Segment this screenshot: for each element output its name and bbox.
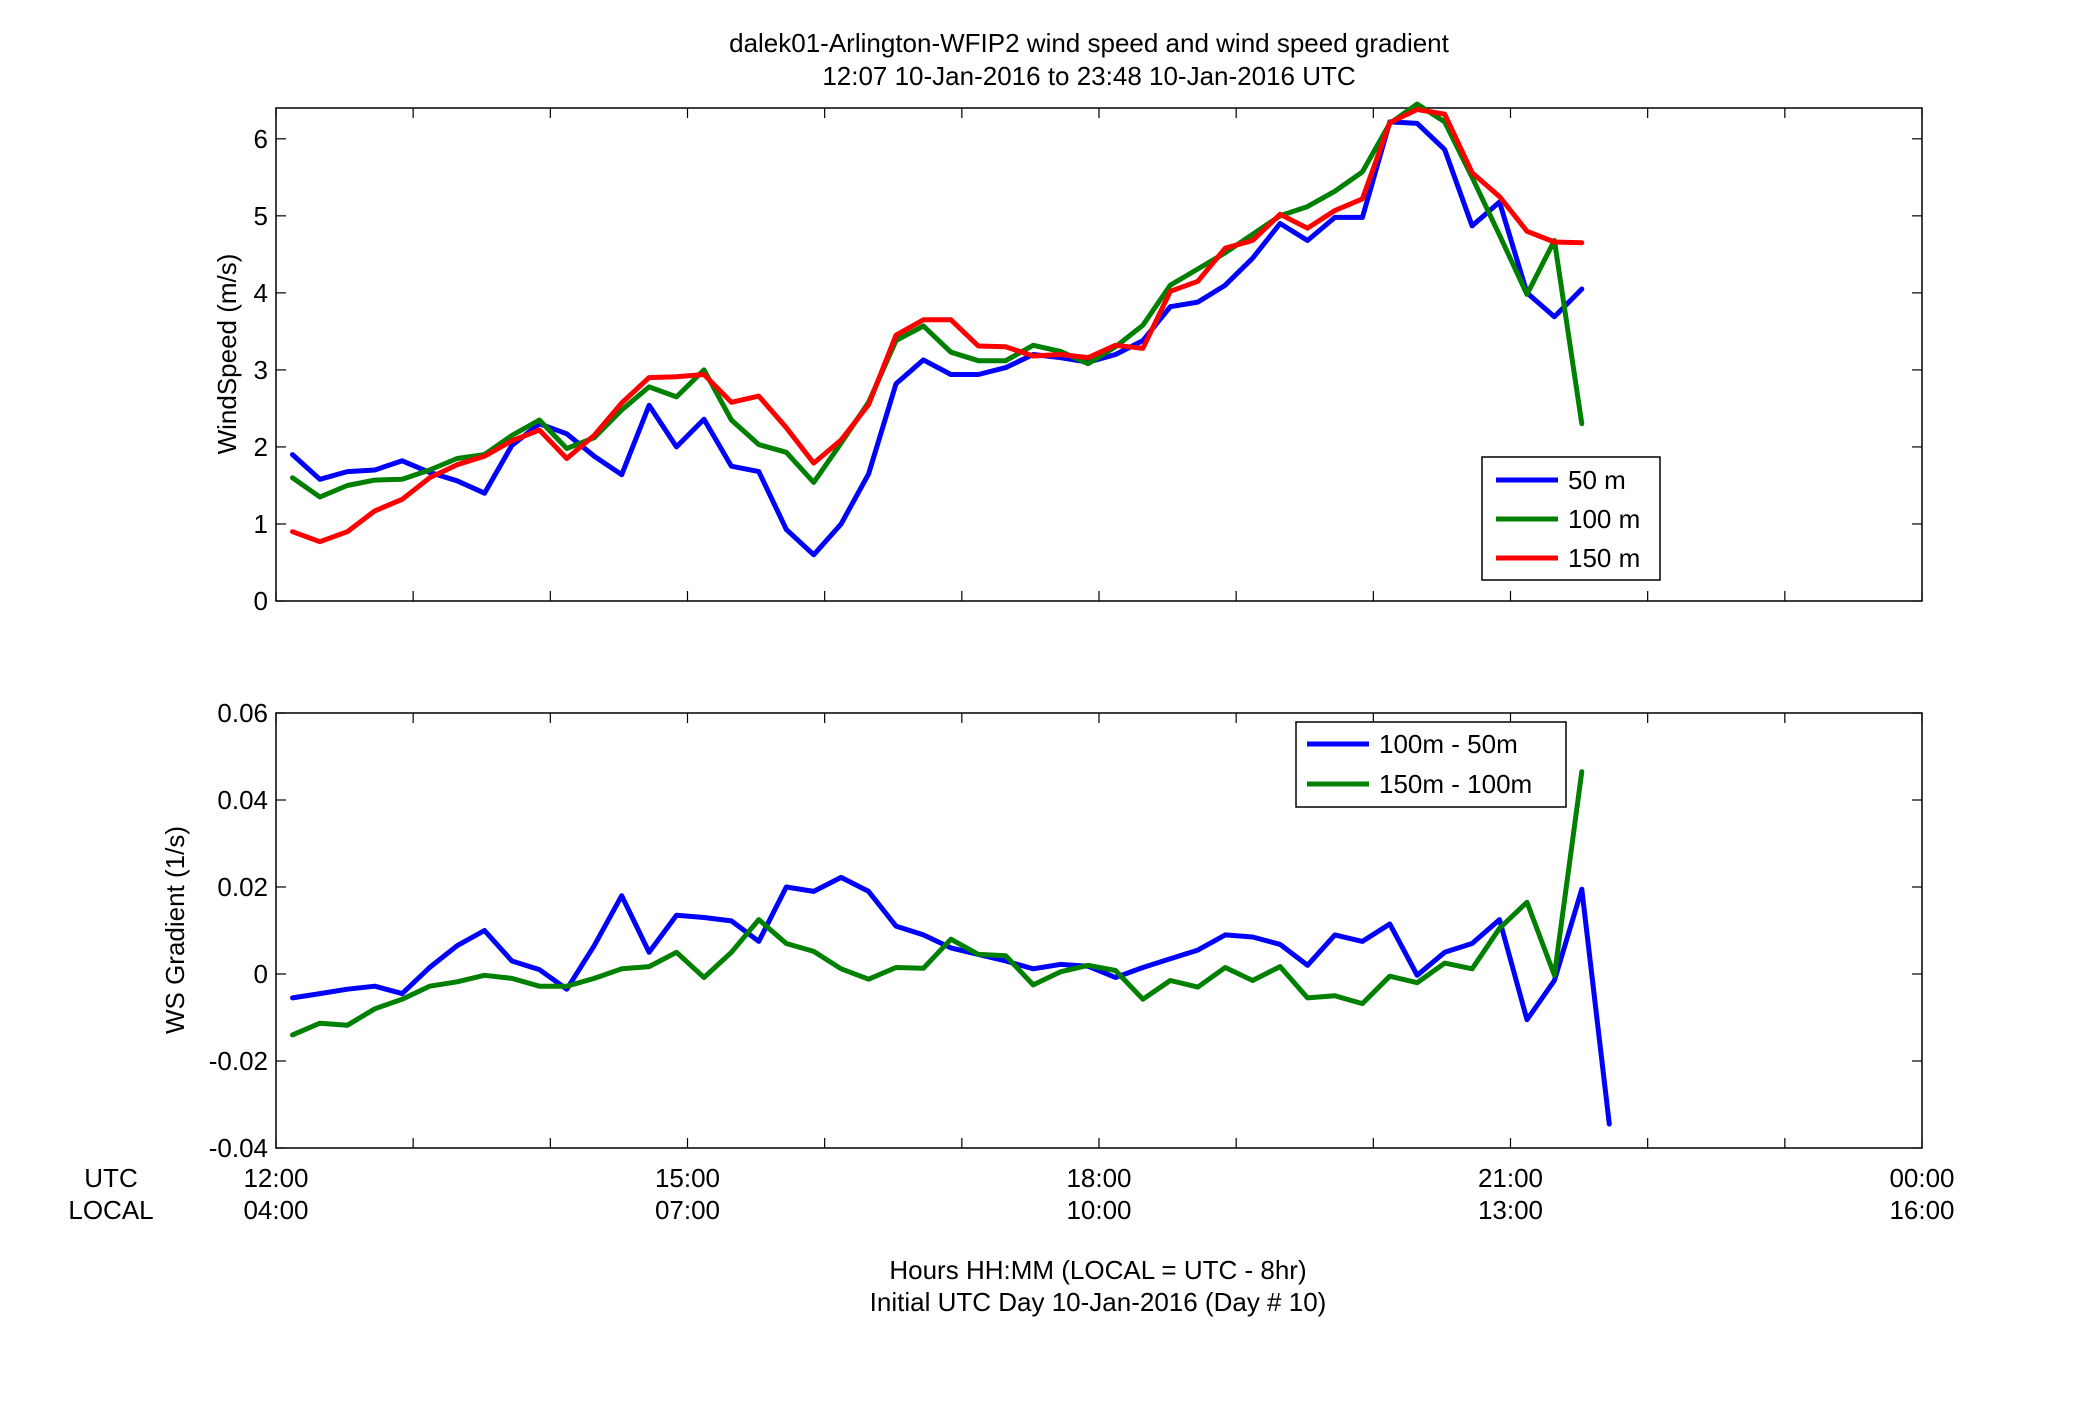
x-tick-label-local: 04:00	[243, 1195, 308, 1225]
xlabel-line2: Initial UTC Day 10-Jan-2016 (Day # 10)	[870, 1287, 1327, 1317]
y-tick-label: 0.04	[217, 785, 268, 815]
legend-label-100m: 100 m	[1568, 504, 1640, 534]
top-ylabel: WindSpeed (m/s)	[212, 254, 242, 455]
x-tick-label-local: 10:00	[1066, 1195, 1131, 1225]
y-tick-label: 0	[254, 959, 268, 989]
series-line-150-m	[290, 107, 1585, 545]
bottom-plot-frame	[275, 712, 1923, 1149]
bottom-plot: -0.04 -0.02 0 0.02 0.04 0.06 WS Gradient (1/s…	[160, 698, 1923, 1163]
legend-label-150m: 150 m	[1568, 543, 1640, 573]
x-tick-label-utc: 18:00	[1066, 1163, 1131, 1193]
xlabel-line1: Hours HH:MM (LOCAL = UTC - 8hr)	[889, 1255, 1306, 1285]
series-line-100-m	[290, 101, 1585, 500]
legend-label-150m-100m: 150m - 100m	[1379, 769, 1532, 799]
x-tick-label-utc: 21:00	[1478, 1163, 1543, 1193]
y-tick-label: 0.06	[217, 698, 268, 728]
y-tick-label: -0.02	[209, 1046, 268, 1076]
chart-title-line2: 12:07 10-Jan-2016 to 23:48 10-Jan-2016 U…	[822, 61, 1355, 91]
utc-row-label: UTC	[84, 1163, 137, 1193]
y-tick-label: 6	[254, 124, 268, 154]
x-tick-label-utc: 12:00	[243, 1163, 308, 1193]
bottom-legend: 100m - 50m 150m - 100m	[1295, 721, 1567, 808]
legend-label-50m: 50 m	[1568, 465, 1626, 495]
series-line-150m-100m	[290, 769, 1585, 1038]
y-tick-label: 4	[254, 278, 268, 308]
x-tick-label-utc: 15:00	[655, 1163, 720, 1193]
top-legend: 50 m 100 m 150 m	[1481, 456, 1661, 581]
y-tick-label: 0.02	[217, 872, 268, 902]
bottom-ylabel: WS Gradient (1/s)	[160, 826, 190, 1034]
bottom-plot-ticks: -0.04 -0.02 0 0.02 0.04 0.06	[209, 698, 1923, 1163]
top-plot: 0 1 2 3 4 5 6 WindSpeed (m/s) 50 m 100 m 150 m	[212, 101, 1923, 616]
local-row-label: LOCAL	[68, 1195, 153, 1225]
x-tick-label-local: 16:00	[1889, 1195, 1954, 1225]
chart-title-line1: dalek01-Arlington-WFIP2 wind speed and w…	[729, 28, 1450, 58]
series-line-100m-50m	[290, 874, 1612, 1127]
bottom-legend-box	[1295, 721, 1567, 808]
series-line-50-m	[290, 119, 1585, 558]
y-tick-label: -0.04	[209, 1133, 268, 1163]
y-tick-label: 5	[254, 201, 268, 231]
top-plot-ticks: 0 1 2 3 4 5 6	[254, 108, 1923, 616]
x-tick-label-local: 13:00	[1478, 1195, 1543, 1225]
y-tick-label: 3	[254, 355, 268, 385]
x-tick-label-utc: 00:00	[1889, 1163, 1954, 1193]
x-tick-label-local: 07:00	[655, 1195, 720, 1225]
top-plot-series	[290, 101, 1585, 558]
y-tick-label: 2	[254, 432, 268, 462]
y-tick-label: 1	[254, 509, 268, 539]
legend-label-100m-50m: 100m - 50m	[1379, 729, 1518, 759]
y-tick-label: 0	[254, 586, 268, 616]
bottom-plot-series	[290, 769, 1612, 1127]
